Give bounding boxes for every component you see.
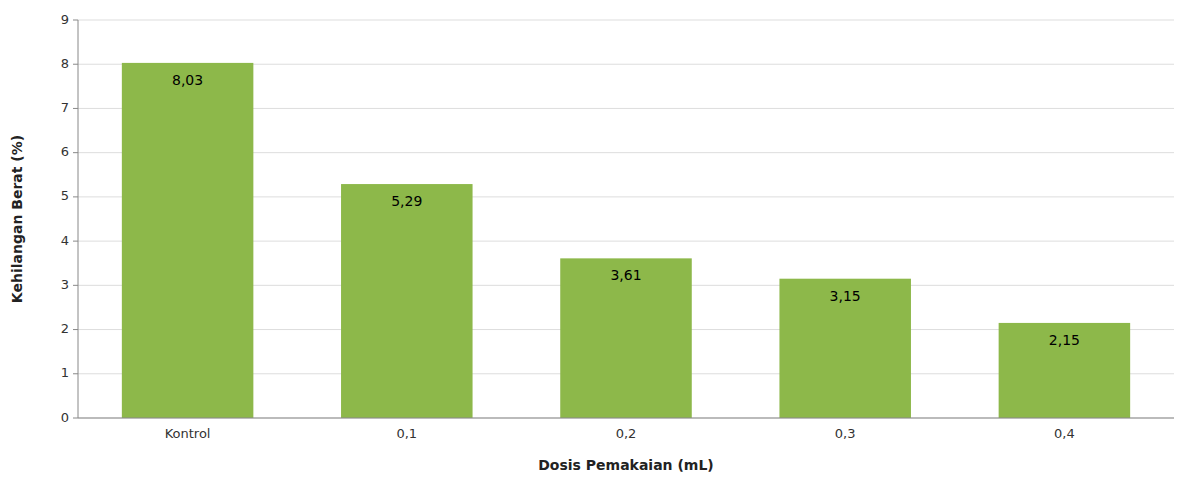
data-label: 3,15 bbox=[830, 288, 861, 304]
y-axis: 0 1 2 3 4 5 6 7 8 9 bbox=[61, 12, 78, 425]
y-tick bbox=[73, 285, 78, 286]
chart-container: 0 1 2 3 4 5 6 7 8 9 8,03 5,29 3,61 3,15 2,15 Kontrol 0,1… bbox=[0, 0, 1198, 484]
y-tick-label: 4 bbox=[61, 233, 69, 248]
bar bbox=[779, 279, 911, 418]
x-axis-line bbox=[78, 418, 1174, 419]
data-label: 3,61 bbox=[610, 267, 641, 283]
y-tick-label: 9 bbox=[61, 12, 69, 27]
bar bbox=[999, 323, 1131, 418]
bar bbox=[122, 63, 254, 418]
grid-line bbox=[78, 418, 1174, 419]
y-tick-label: 6 bbox=[61, 144, 69, 159]
y-tick-label: 2 bbox=[61, 321, 69, 336]
y-axis-line bbox=[78, 20, 79, 418]
x-tick-label: 0,3 bbox=[835, 426, 856, 441]
x-axis-title: Dosis Pemakaian (mL) bbox=[538, 457, 714, 473]
y-tick-label: 3 bbox=[61, 277, 69, 292]
x-tick-label: 0,2 bbox=[616, 426, 637, 441]
y-tick bbox=[73, 329, 78, 330]
y-tick bbox=[73, 64, 78, 65]
grid bbox=[78, 20, 1174, 418]
x-tick-label: 0,4 bbox=[1054, 426, 1075, 441]
y-tick bbox=[73, 418, 78, 419]
y-tick-label: 8 bbox=[61, 56, 69, 71]
data-label: 5,29 bbox=[391, 193, 422, 209]
chart: 0 1 2 3 4 5 6 7 8 9 8,03 5,29 3,61 3,15 2,15 Kontrol 0,1… bbox=[0, 0, 1198, 484]
y-tick-label: 0 bbox=[61, 410, 69, 425]
x-tick-label: Kontrol bbox=[165, 426, 211, 441]
grid-line bbox=[78, 20, 1174, 21]
y-tick bbox=[73, 241, 78, 242]
data-labels: 8,03 5,29 3,61 3,15 2,15 bbox=[172, 72, 1080, 348]
y-tick-label: 1 bbox=[61, 365, 69, 380]
y-axis-title: Kehilangan Berat (%) bbox=[9, 135, 25, 303]
bars bbox=[122, 63, 1130, 418]
x-tick-label: 0,1 bbox=[396, 426, 417, 441]
data-label: 8,03 bbox=[172, 72, 203, 88]
bar bbox=[560, 258, 692, 418]
y-tick-label: 7 bbox=[61, 100, 69, 115]
y-tick bbox=[73, 373, 78, 374]
y-tick bbox=[73, 196, 78, 197]
y-tick bbox=[73, 152, 78, 153]
bar bbox=[341, 184, 473, 418]
y-tick bbox=[73, 108, 78, 109]
y-tick-label: 5 bbox=[61, 188, 69, 203]
data-label: 2,15 bbox=[1049, 332, 1080, 348]
x-axis: Kontrol 0,1 0,2 0,3 0,4 bbox=[78, 418, 1174, 441]
y-tick bbox=[73, 20, 78, 21]
